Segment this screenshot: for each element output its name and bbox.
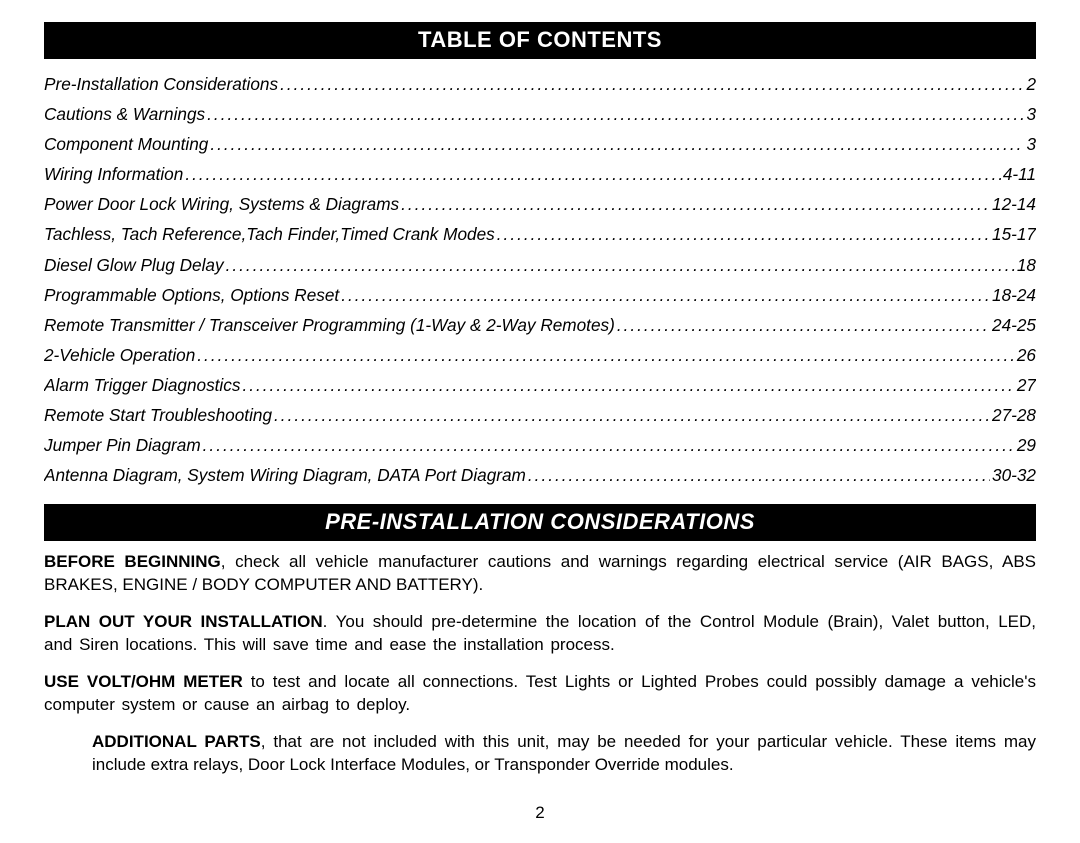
toc-page: 30-32 (990, 460, 1036, 490)
paragraph: USE VOLT/OHM METER to test and locate al… (44, 671, 1036, 717)
table-of-contents: Pre-Installation Considerations 2 Cautio… (44, 69, 1036, 490)
toc-row: Jumper Pin Diagram 29 (44, 430, 1036, 460)
toc-page: 24-25 (990, 310, 1036, 340)
toc-title: Tachless, Tach Reference,Tach Finder,Tim… (44, 219, 495, 249)
toc-title: Antenna Diagram, System Wiring Diagram, … (44, 460, 526, 490)
toc-leader-dots (272, 400, 990, 430)
toc-title: Cautions & Warnings (44, 99, 205, 129)
toc-leader-dots (201, 430, 1015, 460)
toc-row: Alarm Trigger Diagnostics 27 (44, 370, 1036, 400)
toc-page: 3 (1024, 99, 1036, 129)
paragraph-lead: PLAN OUT YOUR INSTALLATION (44, 612, 323, 631)
toc-title: Wiring Information (44, 159, 183, 189)
toc-row: Power Door Lock Wiring, Systems & Diagra… (44, 189, 1036, 219)
toc-page: 3 (1024, 129, 1036, 159)
toc-title: Alarm Trigger Diagnostics (44, 370, 240, 400)
paragraph-lead: USE VOLT/OHM METER (44, 672, 243, 691)
toc-page: 29 (1015, 430, 1036, 460)
toc-title: Pre-Installation Considerations (44, 69, 278, 99)
toc-leader-dots (495, 219, 990, 249)
toc-title: Component Mounting (44, 129, 208, 159)
toc-row: Diesel Glow Plug Delay 18 (44, 250, 1036, 280)
toc-row: Pre-Installation Considerations 2 (44, 69, 1036, 99)
toc-row: Remote Start Troubleshooting 27-28 (44, 400, 1036, 430)
toc-row: Programmable Options, Options Reset 18-2… (44, 280, 1036, 310)
toc-row: 2-Vehicle Operation 26 (44, 340, 1036, 370)
toc-title: Diesel Glow Plug Delay (44, 250, 224, 280)
toc-row: Tachless, Tach Reference,Tach Finder,Tim… (44, 219, 1036, 249)
toc-row: Antenna Diagram, System Wiring Diagram, … (44, 460, 1036, 490)
toc-title: Programmable Options, Options Reset (44, 280, 339, 310)
toc-page: 2 (1024, 69, 1036, 99)
toc-leader-dots (205, 99, 1024, 129)
toc-page: 27-28 (990, 400, 1036, 430)
toc-header: TABLE OF CONTENTS (44, 22, 1036, 59)
toc-row: Component Mounting 3 (44, 129, 1036, 159)
toc-leader-dots (339, 280, 990, 310)
toc-title: Jumper Pin Diagram (44, 430, 201, 460)
toc-row: Remote Transmitter / Transceiver Program… (44, 310, 1036, 340)
toc-title: Remote Transmitter / Transceiver Program… (44, 310, 615, 340)
toc-title: 2-Vehicle Operation (44, 340, 195, 370)
toc-leader-dots (183, 159, 1001, 189)
toc-leader-dots (615, 310, 990, 340)
toc-page: 12-14 (990, 189, 1036, 219)
toc-page: 26 (1015, 340, 1036, 370)
toc-page: 15-17 (990, 219, 1036, 249)
body-text: BEFORE BEGINNING, check all vehicle manu… (44, 551, 1036, 777)
toc-row: Cautions & Warnings 3 (44, 99, 1036, 129)
toc-leader-dots (526, 460, 990, 490)
toc-title: Power Door Lock Wiring, Systems & Diagra… (44, 189, 399, 219)
paragraph-lead: BEFORE BEGINNING (44, 552, 221, 571)
paragraph: BEFORE BEGINNING, check all vehicle manu… (44, 551, 1036, 597)
toc-page: 27 (1015, 370, 1036, 400)
toc-leader-dots (278, 69, 1024, 99)
section-header: PRE-INSTALLATION CONSIDERATIONS (44, 504, 1036, 541)
toc-leader-dots (399, 189, 990, 219)
toc-row: Wiring Information 4-11 (44, 159, 1036, 189)
toc-leader-dots (195, 340, 1015, 370)
document-page: TABLE OF CONTENTS Pre-Installation Consi… (0, 0, 1080, 843)
toc-page: 18-24 (990, 280, 1036, 310)
paragraph: PLAN OUT YOUR INSTALLATION. You should p… (44, 611, 1036, 657)
toc-page: 18 (1015, 250, 1036, 280)
toc-leader-dots (208, 129, 1024, 159)
paragraph-lead: ADDITIONAL PARTS (92, 732, 261, 751)
toc-leader-dots (240, 370, 1014, 400)
page-number: 2 (44, 803, 1036, 823)
toc-page: 4-11 (1001, 159, 1036, 189)
toc-title: Remote Start Troubleshooting (44, 400, 272, 430)
toc-leader-dots (224, 250, 1015, 280)
paragraph: ADDITIONAL PARTS, that are not included … (92, 731, 1036, 777)
